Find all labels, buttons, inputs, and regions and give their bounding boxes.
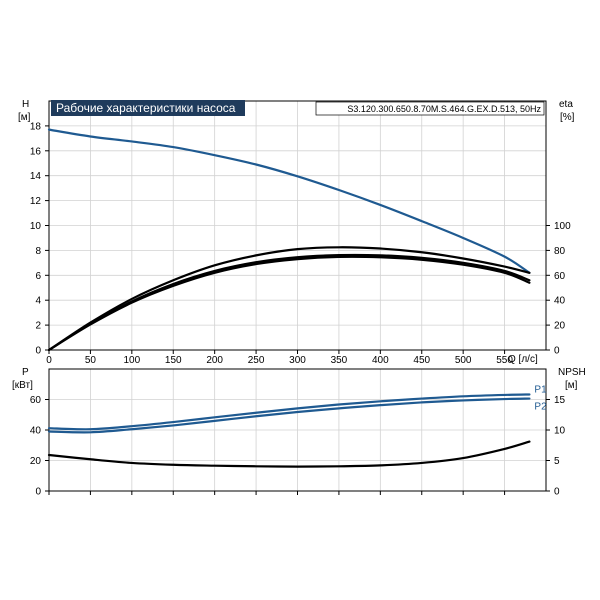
x-tick-label: 100 [123, 355, 140, 366]
top-y-left-tick-label: 6 [35, 271, 41, 282]
y-right-title: eta [559, 99, 573, 110]
bottom-y-right-tick-label: 15 [554, 395, 566, 406]
top-y-left-tick-label: 4 [35, 296, 41, 307]
chart-title-background [51, 100, 245, 116]
bottom-y-left-tick-label: 0 [35, 487, 41, 498]
model-label-box [315, 101, 545, 116]
x-tick-label: 500 [455, 355, 472, 366]
top-y-right-tick-label: 0 [554, 346, 560, 357]
top-y-right-tick-label: 100 [554, 221, 571, 232]
p-axis-unit: [кВт] [12, 380, 33, 391]
bottom-y-left-tick-label: 60 [30, 395, 42, 406]
bottom-panel: P [кВт] NPSH [м] 0 20 40 60 0 5 10 15 P1 P2 [12, 367, 586, 498]
top-y-left-tick-label: 8 [35, 246, 41, 257]
top-y-right-tick-label: 60 [554, 271, 566, 282]
y-left-title: H [22, 99, 29, 110]
x-tick-label: 350 [331, 355, 348, 366]
chart-title: Рабочие характеристики насоса [56, 101, 236, 115]
x-tick-label: 0 [46, 355, 52, 366]
x-tick-label: 450 [413, 355, 430, 366]
bottom-y-left-tick-label: 20 [30, 456, 42, 467]
top-panel-series [47, 128, 531, 352]
bottom-series-line-2 [47, 440, 531, 468]
bottom-y-right-tick-label: 0 [554, 487, 560, 498]
series-label-p1: P1 [534, 384, 547, 395]
y-right-unit: [%] [560, 112, 575, 123]
x-tick-label: 200 [206, 355, 223, 366]
x-tick-label: 400 [372, 355, 389, 366]
top-series-line-2 [47, 253, 531, 352]
y-left-unit: [м] [18, 112, 31, 123]
top-series-line-3 [47, 255, 531, 352]
x-axis-title: Q [л/с] [508, 354, 538, 365]
top-panel-grid [49, 101, 546, 350]
top-y-right-tick-label: 80 [554, 246, 566, 257]
top-panel-ticks: 0 50 100 150 200 250 300 350 400 450 500 5500246810… [30, 121, 571, 366]
model-label: S3.120.300.650.8.70M.S.464.G.EX.D.513, 5… [347, 104, 541, 114]
top-y-left-tick-label: 10 [30, 221, 42, 232]
top-y-right-tick-label: 20 [554, 321, 566, 332]
top-y-left-tick-label: 12 [30, 196, 42, 207]
top-y-left-tick-label: 0 [35, 346, 41, 357]
npsh-axis-unit: [м] [565, 380, 578, 391]
x-tick-label: 250 [248, 355, 265, 366]
x-tick-label: 50 [85, 355, 97, 366]
top-y-left-tick-label: 18 [30, 121, 42, 132]
bottom-y-right-tick-label: 5 [554, 456, 560, 467]
p-axis-title: P [22, 367, 29, 378]
top-series-line-1 [47, 246, 531, 352]
series-label-p2: P2 [534, 402, 547, 413]
x-tick-label: 150 [165, 355, 182, 366]
top-series-line-0 [47, 128, 531, 274]
top-y-right-tick-label: 40 [554, 296, 566, 307]
bottom-y-right-tick-label: 10 [554, 426, 566, 437]
bottom-panel-ticks: 0 20 40 60 0 5 10 15 [30, 395, 566, 498]
x-tick-label: 550 [496, 355, 513, 366]
x-tick-label: 300 [289, 355, 306, 366]
top-y-left-tick-label: 2 [35, 321, 41, 332]
top-y-left-tick-label: 16 [30, 146, 42, 157]
top-y-left-tick-label: 14 [30, 171, 42, 182]
bottom-panel-series: P1 P2 [47, 384, 547, 468]
bottom-y-left-tick-label: 40 [30, 426, 42, 437]
bottom-series-line-p1 [47, 393, 531, 431]
bottom-series-line-p2 [47, 397, 531, 434]
top-panel: Рабочие характеристики насоса S3.120.300… [18, 99, 575, 366]
npsh-axis-title: NPSH [558, 367, 586, 378]
